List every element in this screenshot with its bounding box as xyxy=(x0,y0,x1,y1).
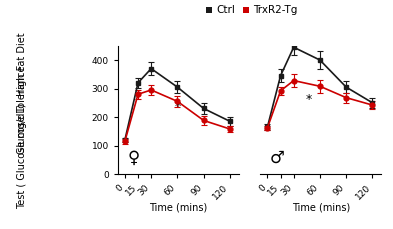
Text: High Fat Diet: High Fat Diet xyxy=(17,32,27,96)
Text: Glucose Tolerance: Glucose Tolerance xyxy=(17,66,27,154)
Text: *: * xyxy=(174,100,180,113)
Text: Test ( Glucose mg/dL): Test ( Glucose mg/dL) xyxy=(17,103,27,209)
Text: ♂: ♂ xyxy=(270,149,285,167)
Text: *: * xyxy=(305,93,312,106)
Legend: Ctrl, TrxR2-Tg: Ctrl, TrxR2-Tg xyxy=(205,5,298,15)
X-axis label: Time (mins): Time (mins) xyxy=(149,203,208,213)
X-axis label: Time (mins): Time (mins) xyxy=(292,203,350,213)
Text: ♀: ♀ xyxy=(127,149,140,167)
